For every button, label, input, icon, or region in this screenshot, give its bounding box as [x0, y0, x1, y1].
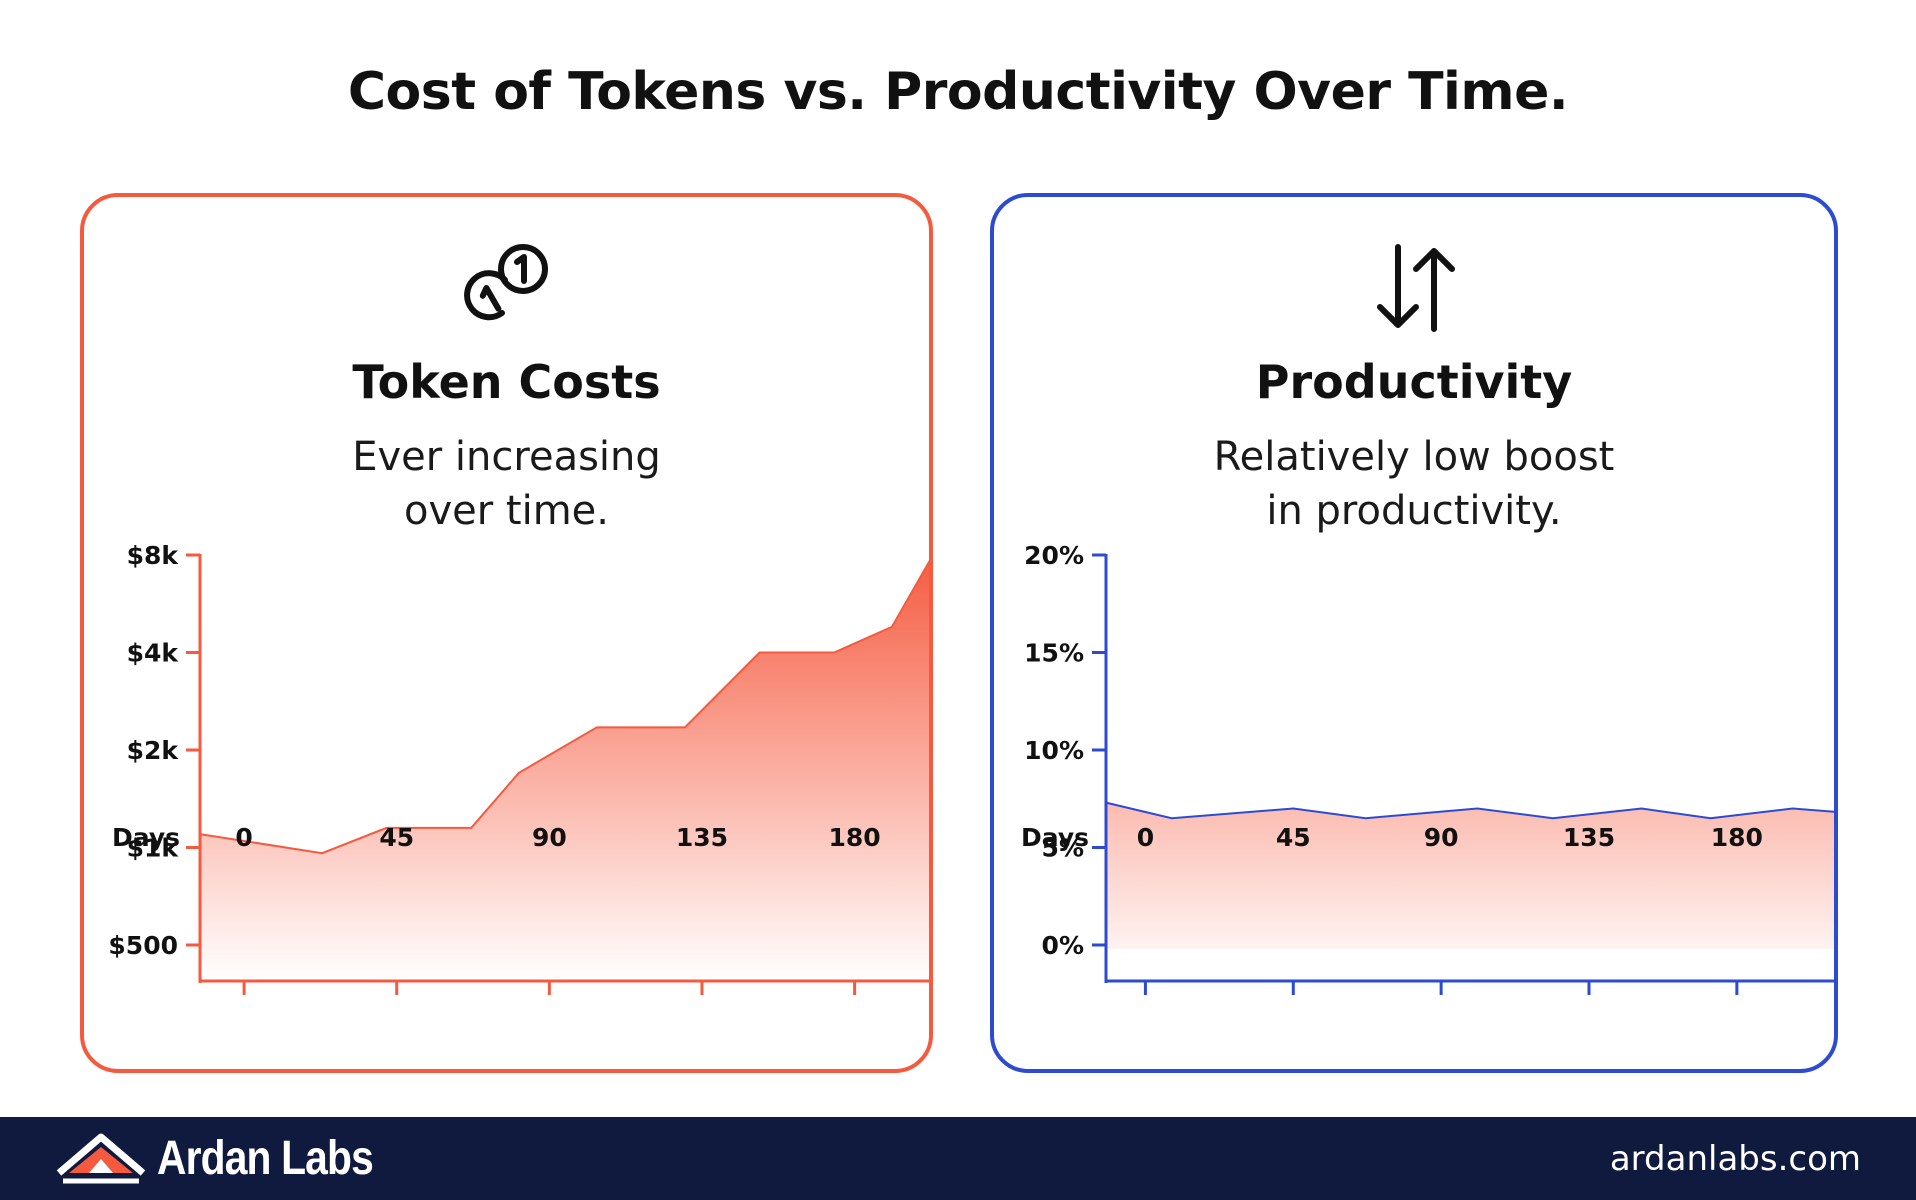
- x-tick-label: 90: [1424, 823, 1459, 852]
- token-costs-subtitle-line1: Ever increasing: [352, 434, 661, 480]
- productivity-subtitle: Relatively low boost in productivity.: [994, 430, 1834, 538]
- token-costs-subtitle: Ever increasing over time.: [84, 430, 929, 538]
- productivity-heading: Productivity: [1255, 355, 1573, 409]
- x-tick-label: 180: [829, 823, 881, 852]
- productivity-subtitle-line1: Relatively low boost: [1213, 434, 1615, 480]
- token-costs-heading: Token Costs: [352, 355, 661, 409]
- brand-logo[interactable]: Ardan Labs: [55, 1117, 411, 1200]
- productivity-subtitle-line2: in productivity.: [1266, 488, 1562, 534]
- token-costs-card: Token Costs Ever increasing over time. $…: [80, 193, 933, 1073]
- y-tick-label: 5%: [1042, 834, 1084, 863]
- area-fill: [200, 562, 929, 981]
- x-tick-label: 135: [676, 823, 728, 852]
- x-axis-title: Days: [1021, 823, 1089, 852]
- y-tick-label: 10%: [1024, 736, 1084, 765]
- area-fill: [1106, 802, 1834, 949]
- y-tick-label: $2k: [127, 736, 180, 765]
- y-tick-label: $1k: [127, 834, 180, 863]
- website-link[interactable]: ardanlabs.com: [1609, 1138, 1861, 1179]
- brand-name: Ardan Labs: [157, 1132, 374, 1185]
- token-costs-chart: $500 $1k $2k $4k $8k 0 45 90 135 180 Days: [108, 541, 929, 995]
- y-tick-label: 20%: [1024, 541, 1084, 570]
- ardan-house-icon: [55, 1129, 147, 1189]
- y-tick-label: 0%: [1042, 931, 1084, 960]
- x-tick-label: 180: [1711, 823, 1763, 852]
- productivity-chart: 0% 5% 10% 15% 20% 0 45 90 135 180 Days: [1021, 541, 1834, 995]
- x-tick-label: 0: [235, 823, 252, 852]
- footer-bar: Ardan Labs ardanlabs.com: [0, 1117, 1916, 1200]
- coins-icon: [459, 236, 555, 336]
- x-tick-label: 45: [379, 823, 414, 852]
- productivity-card: Productivity Relatively low boost in pro…: [990, 193, 1838, 1073]
- series-line: [1105, 801, 1834, 820]
- up-down-arrows-icon: [1366, 243, 1466, 337]
- x-tick-label: 90: [532, 823, 567, 852]
- y-tick-label: $8k: [127, 541, 180, 570]
- y-tick-label: $500: [108, 931, 178, 960]
- series-line: [199, 560, 929, 855]
- x-tick-label: 45: [1276, 823, 1311, 852]
- y-tick-label: $4k: [127, 639, 180, 668]
- token-costs-subtitle-line2: over time.: [404, 488, 609, 534]
- y-tick-label: 15%: [1024, 639, 1084, 668]
- x-axis-title: Days: [112, 823, 180, 852]
- x-tick-label: 135: [1563, 823, 1615, 852]
- x-tick-label: 0: [1137, 823, 1154, 852]
- page-title: Cost of Tokens vs. Productivity Over Tim…: [347, 62, 1569, 122]
